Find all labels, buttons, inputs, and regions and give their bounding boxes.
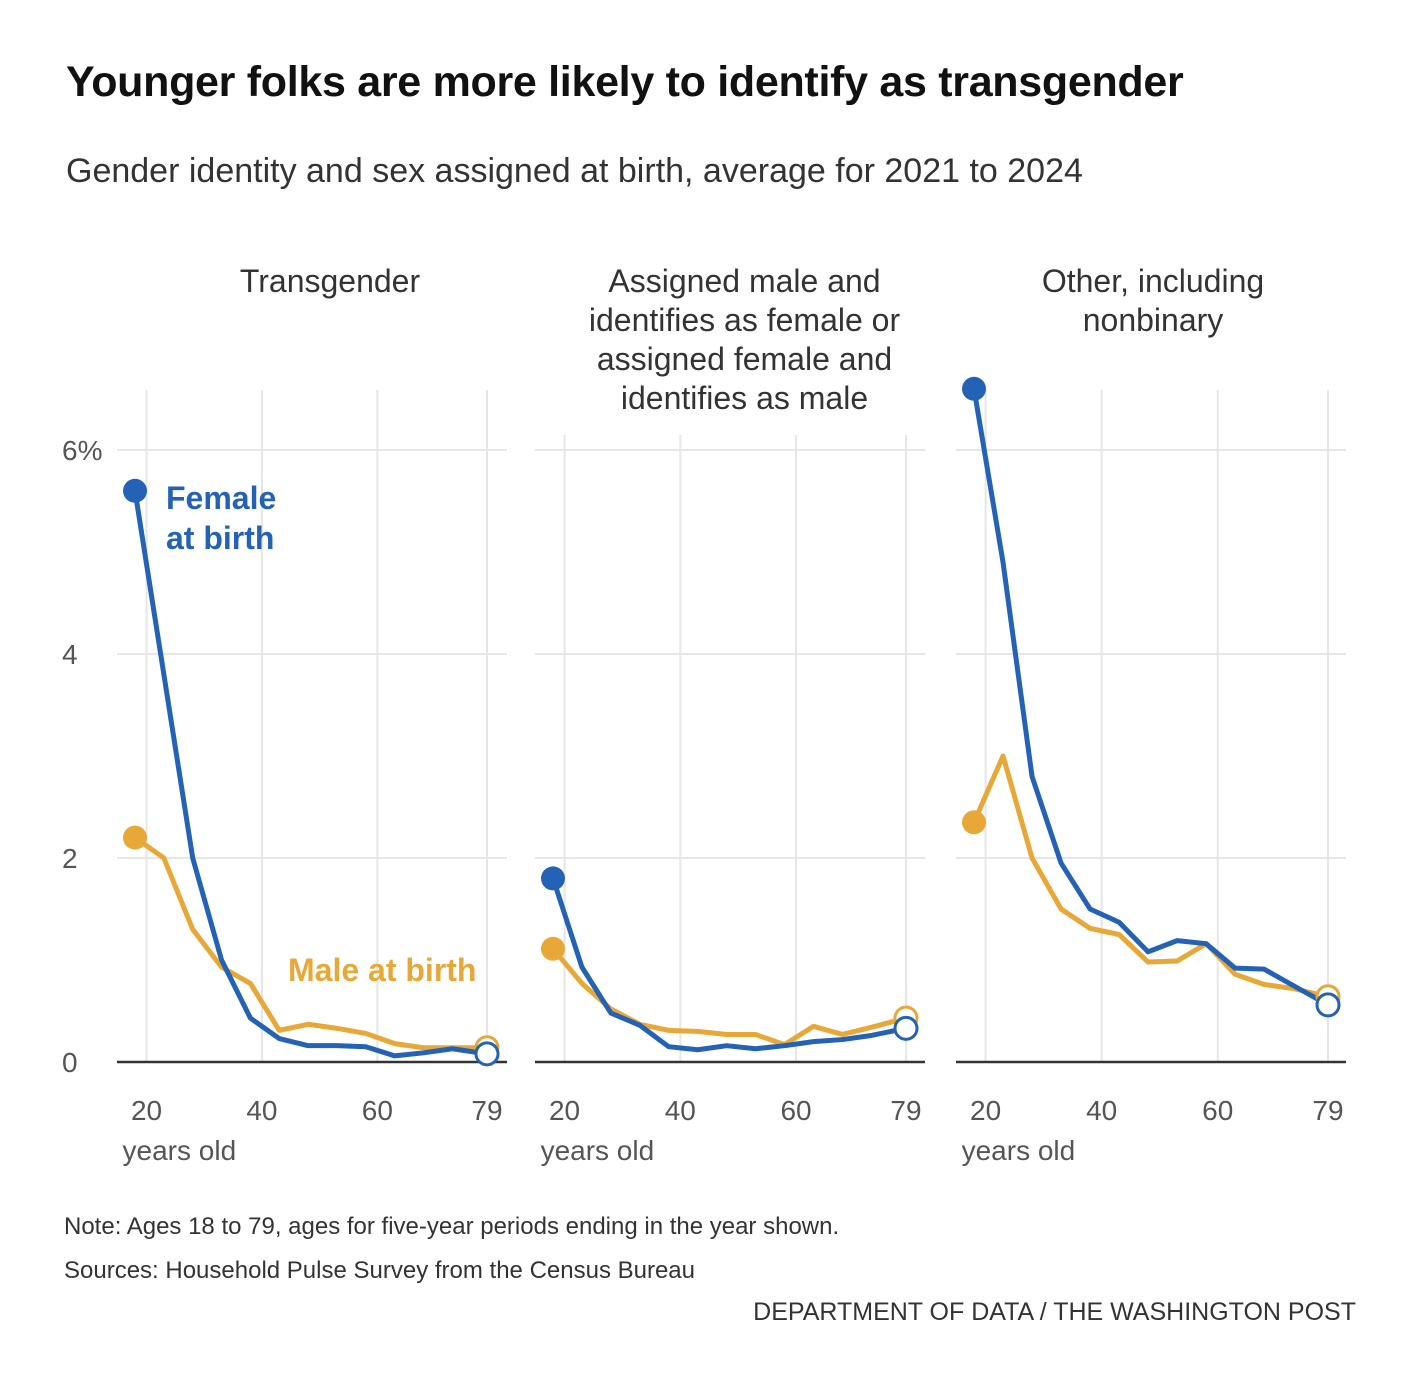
- start-point-male: [123, 825, 147, 850]
- panel-title-assigned: Assigned male and identifies as female o…: [588, 263, 901, 416]
- label-female-line1: Female: [166, 480, 277, 516]
- credit-line: DEPARTMENT OF DATA / THE WASHINGTON POST: [753, 1298, 1356, 1326]
- panel-2: 20 40 60 79 years old: [535, 435, 925, 1166]
- sources: Sources: Household Pulse Survey from the…: [64, 1257, 695, 1284]
- series-line-male: [971, 753, 1331, 1000]
- end-point-female: [474, 1041, 500, 1067]
- series-line-male: [550, 946, 909, 1048]
- x-tick-label: 40: [246, 1095, 277, 1126]
- x-axis-label: years old: [123, 1135, 237, 1166]
- series-line-male: [132, 835, 490, 1051]
- start-point-female: [123, 478, 147, 503]
- x-tick-label: 79: [1312, 1095, 1343, 1126]
- x-tick-label: 79: [471, 1095, 502, 1126]
- start-point-male: [541, 936, 565, 961]
- end-point-female: [1315, 992, 1341, 1018]
- x-tick-label: 60: [362, 1095, 393, 1126]
- series-line-female: [971, 386, 1331, 1008]
- x-tick-label: 60: [780, 1095, 811, 1126]
- x-axis-label: years old: [962, 1135, 1076, 1166]
- x-tick-label: 79: [890, 1095, 921, 1126]
- start-point-female: [541, 866, 565, 891]
- series-line-female: [132, 488, 490, 1059]
- start-point-male: [962, 810, 986, 835]
- y-tick-label: 6%: [62, 435, 102, 466]
- x-tick-label: 20: [549, 1095, 580, 1126]
- end-point-female: [893, 1015, 919, 1041]
- y-tick-label: 4: [62, 639, 78, 670]
- panel-title-other: Other, including nonbinary: [1041, 263, 1265, 338]
- x-tick-label: 40: [1086, 1095, 1117, 1126]
- chart-title: Younger folks are more likely to identif…: [66, 58, 1184, 106]
- label-female-at-birth: Female at birth: [166, 478, 276, 558]
- x-tick-label: 20: [970, 1095, 1001, 1126]
- panel-title-transgender: Transgender: [239, 263, 421, 299]
- x-axis-label: years old: [541, 1135, 655, 1166]
- label-female-line2: at birth: [166, 520, 275, 556]
- x-tick-label: 20: [131, 1095, 162, 1126]
- x-tick-label: 40: [665, 1095, 696, 1126]
- y-tick-label: 2: [62, 843, 78, 874]
- y-tick-label: 0: [62, 1047, 78, 1078]
- footnote: Note: Ages 18 to 79, ages for five-year …: [64, 1213, 840, 1240]
- x-tick-label: 60: [1202, 1095, 1233, 1126]
- panel-3: 20 40 60 79 years old: [956, 376, 1346, 1166]
- panel-1: 20 40 60 79 years old: [117, 390, 507, 1166]
- label-male-at-birth: Male at birth: [288, 952, 477, 988]
- series-line-female: [550, 875, 909, 1053]
- start-point-female: [962, 376, 986, 401]
- chart-subtitle: Gender identity and sex assigned at birt…: [66, 152, 1083, 190]
